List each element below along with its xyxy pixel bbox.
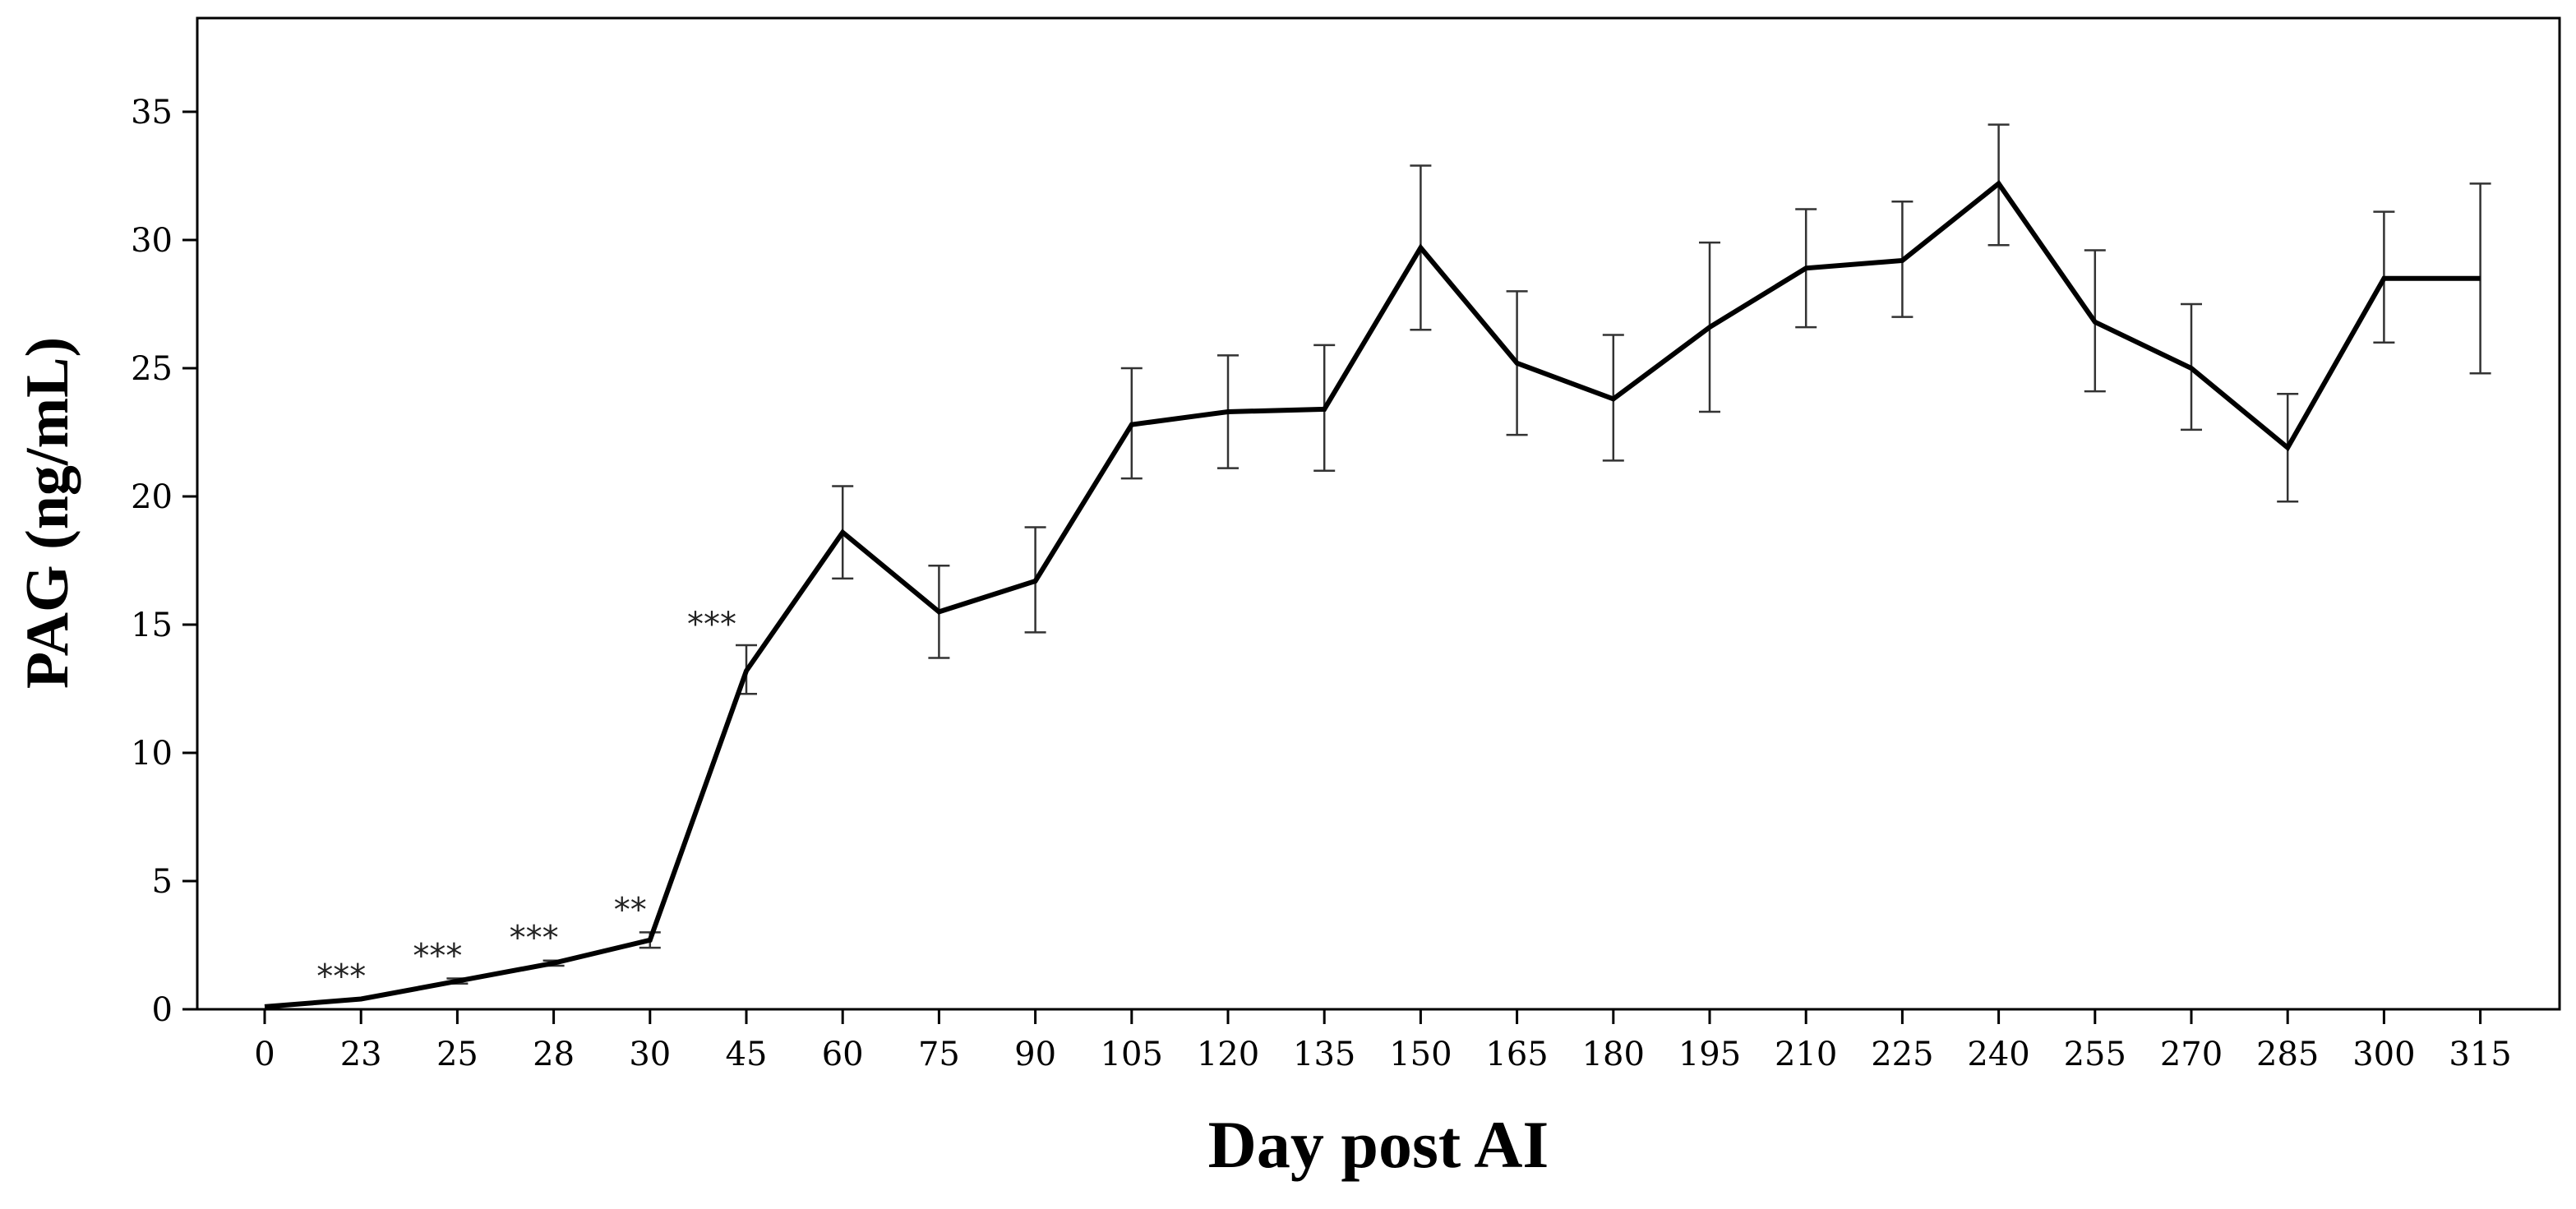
y-tick-label: 30 bbox=[131, 222, 173, 260]
x-tick-label: 315 bbox=[2449, 1036, 2511, 1073]
x-tick-label: 75 bbox=[918, 1036, 960, 1073]
y-tick-label: 35 bbox=[131, 94, 173, 132]
x-axis-ticks: 0 23 25 28 30 45 60 75 90 105 120 135 150 165 180 195 21… bbox=[254, 1009, 2512, 1073]
x-tick-label: 25 bbox=[436, 1036, 478, 1073]
y-tick-label: 15 bbox=[131, 607, 173, 644]
x-tick-label: 195 bbox=[1678, 1036, 1741, 1073]
x-tick-label: 28 bbox=[533, 1036, 575, 1073]
significance-label: ** bbox=[614, 891, 647, 929]
x-tick-label: 180 bbox=[1582, 1036, 1645, 1073]
x-tick-label: 225 bbox=[1871, 1036, 1933, 1073]
y-tick-label: 5 bbox=[152, 863, 173, 901]
significance-annotations: ****** ******** bbox=[316, 606, 736, 996]
x-tick-label: 0 bbox=[254, 1036, 275, 1073]
x-tick-label: 300 bbox=[2352, 1036, 2415, 1073]
x-tick-label: 285 bbox=[2256, 1036, 2319, 1073]
x-tick-label: 30 bbox=[629, 1036, 671, 1073]
significance-label: *** bbox=[316, 958, 366, 996]
y-tick-label: 20 bbox=[131, 478, 173, 516]
x-tick-label: 135 bbox=[1293, 1036, 1355, 1073]
y-axis-title: PAG (ng/mL) bbox=[14, 337, 81, 689]
x-tick-label: 23 bbox=[340, 1036, 382, 1073]
x-tick-label: 60 bbox=[822, 1036, 864, 1073]
y-tick-label: 10 bbox=[131, 735, 173, 773]
significance-label: *** bbox=[413, 938, 462, 976]
x-axis-title: Day post AI bbox=[1208, 1107, 1549, 1182]
x-tick-label: 120 bbox=[1197, 1036, 1259, 1073]
error-bars bbox=[446, 123, 2491, 985]
x-tick-label: 255 bbox=[2064, 1036, 2126, 1073]
x-tick-label: 105 bbox=[1101, 1036, 1163, 1073]
y-axis-ticks: 0 5 10 15 20 25 30 35 bbox=[131, 94, 197, 1029]
x-tick-label: 240 bbox=[1967, 1036, 2029, 1073]
y-tick-label: 0 bbox=[152, 991, 173, 1029]
x-tick-label: 165 bbox=[1485, 1036, 1548, 1073]
y-tick-label: 25 bbox=[131, 350, 173, 388]
x-tick-label: 90 bbox=[1014, 1036, 1056, 1073]
x-tick-label: 210 bbox=[1775, 1036, 1837, 1073]
plot-frame bbox=[196, 16, 2561, 1011]
significance-label: *** bbox=[687, 606, 736, 644]
x-tick-label: 45 bbox=[726, 1036, 768, 1073]
x-tick-label: 150 bbox=[1389, 1036, 1452, 1073]
series-line bbox=[264, 180, 2481, 1009]
x-tick-label: 270 bbox=[2160, 1036, 2223, 1073]
significance-label: *** bbox=[510, 920, 559, 958]
